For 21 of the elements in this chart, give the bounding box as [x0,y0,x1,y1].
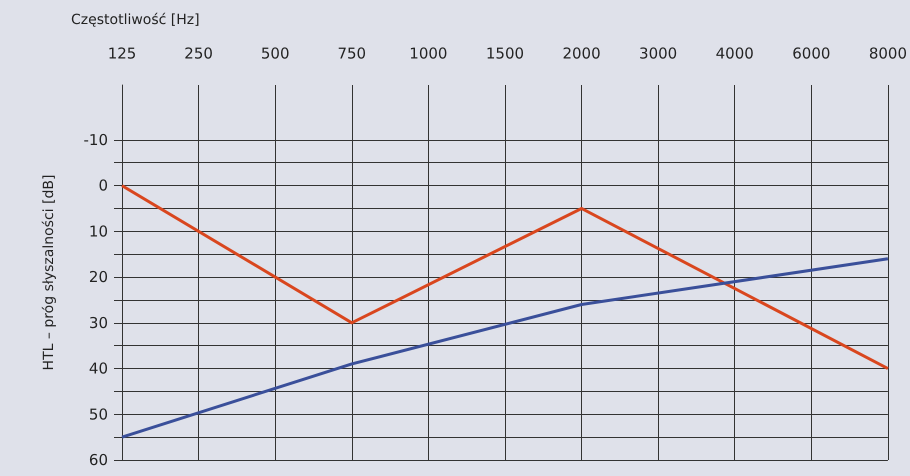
y-tick-label: 60 [88,451,108,469]
x-axis-title: Częstotliwość [Hz] [71,12,200,28]
x-tick-label: 3000 [639,44,678,62]
y-tick-label: 0 [98,176,108,195]
x-tick-label: 250 [184,44,213,62]
y-axis-title: HTL – próg słyszalności [dB] [41,174,57,370]
y-tick-label: 30 [88,314,108,332]
y-tick-label: -10 [84,130,108,149]
x-tick-label: 4000 [716,44,754,62]
x-tick-label: 6000 [792,44,830,62]
x-tick-label: 500 [260,44,290,62]
y-tick-label: 50 [88,405,108,424]
x-tick-label: 125 [108,44,136,62]
x-tick-label: 2000 [562,44,601,62]
x-tick-label: 1500 [486,44,524,62]
x-tick-label: 1000 [409,44,448,62]
x-tick-label: 750 [337,44,366,62]
y-tick-label: 20 [88,268,108,286]
y-tick-label: 10 [88,222,108,240]
x-tick-label: 8000 [868,44,908,62]
y-tick-label: 40 [88,360,108,378]
